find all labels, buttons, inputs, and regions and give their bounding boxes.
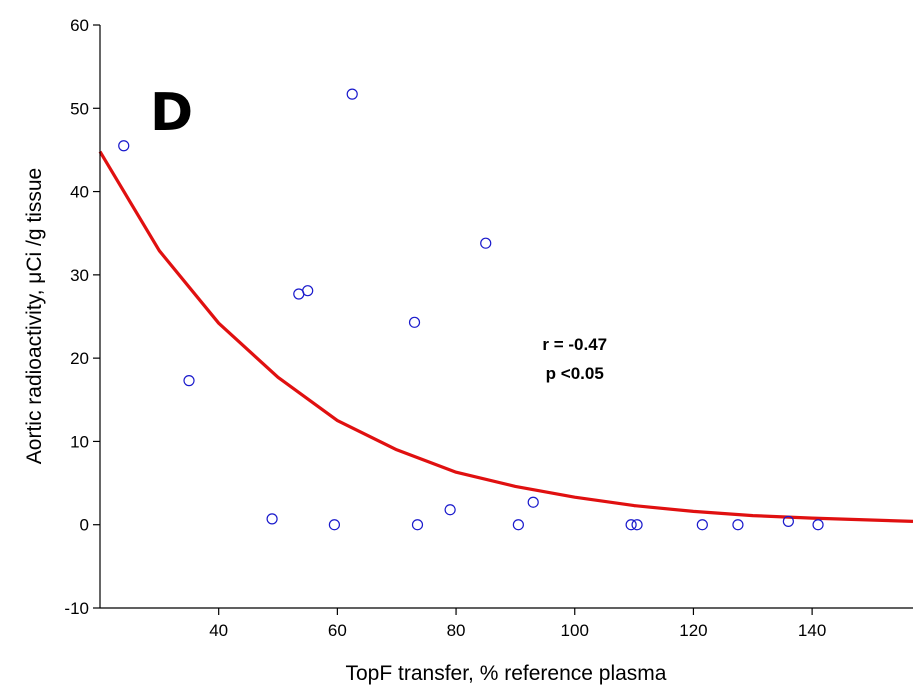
data-point <box>512 519 524 531</box>
y-tick-label: 50 <box>70 99 89 118</box>
y-tick-label: 10 <box>70 432 89 451</box>
x-axis-title: TopF transfer, % reference plasma <box>346 662 667 685</box>
panel-label: D <box>150 83 193 143</box>
plot-area <box>98 88 913 531</box>
y-tick-label: -10 <box>64 599 89 618</box>
data-point <box>411 519 424 531</box>
data-point <box>302 285 314 297</box>
data-point <box>631 519 643 531</box>
x-axis-ticks: 40 60 80 100 120 140 <box>209 608 826 640</box>
y-axis-ticks: -10 0 10 20 30 40 50 60 <box>64 16 100 618</box>
y-tick-label: 30 <box>70 266 89 285</box>
data-point <box>444 504 456 516</box>
fit-curve <box>98 150 913 523</box>
p-value-annotation: p <0.05 <box>546 364 604 383</box>
x-tick-label: 120 <box>679 621 707 640</box>
y-axis-title: Aortic radioactivity, μCi /g tissue <box>23 168 46 464</box>
data-point <box>118 140 130 152</box>
data-point <box>408 316 421 328</box>
x-tick-label: 60 <box>328 621 347 640</box>
x-tick-label: 100 <box>561 621 589 640</box>
data-point <box>625 519 637 531</box>
y-tick-label: 0 <box>80 516 89 535</box>
data-point <box>480 237 492 249</box>
x-tick-label: 140 <box>798 621 826 640</box>
data-point <box>732 519 744 531</box>
y-tick-label: 60 <box>70 16 89 35</box>
data-point <box>183 375 195 387</box>
data-point <box>527 496 539 508</box>
data-point <box>328 519 341 531</box>
data-point <box>782 515 794 527</box>
y-tick-label: 20 <box>70 349 89 368</box>
data-point <box>346 88 358 100</box>
data-point <box>266 513 278 525</box>
correlation-annotation: r = -0.47 <box>542 335 607 354</box>
x-tick-label: 40 <box>209 621 228 640</box>
data-point <box>812 519 824 531</box>
data-point <box>696 519 708 531</box>
x-tick-label: 80 <box>447 621 466 640</box>
y-tick-label: 40 <box>70 183 89 202</box>
